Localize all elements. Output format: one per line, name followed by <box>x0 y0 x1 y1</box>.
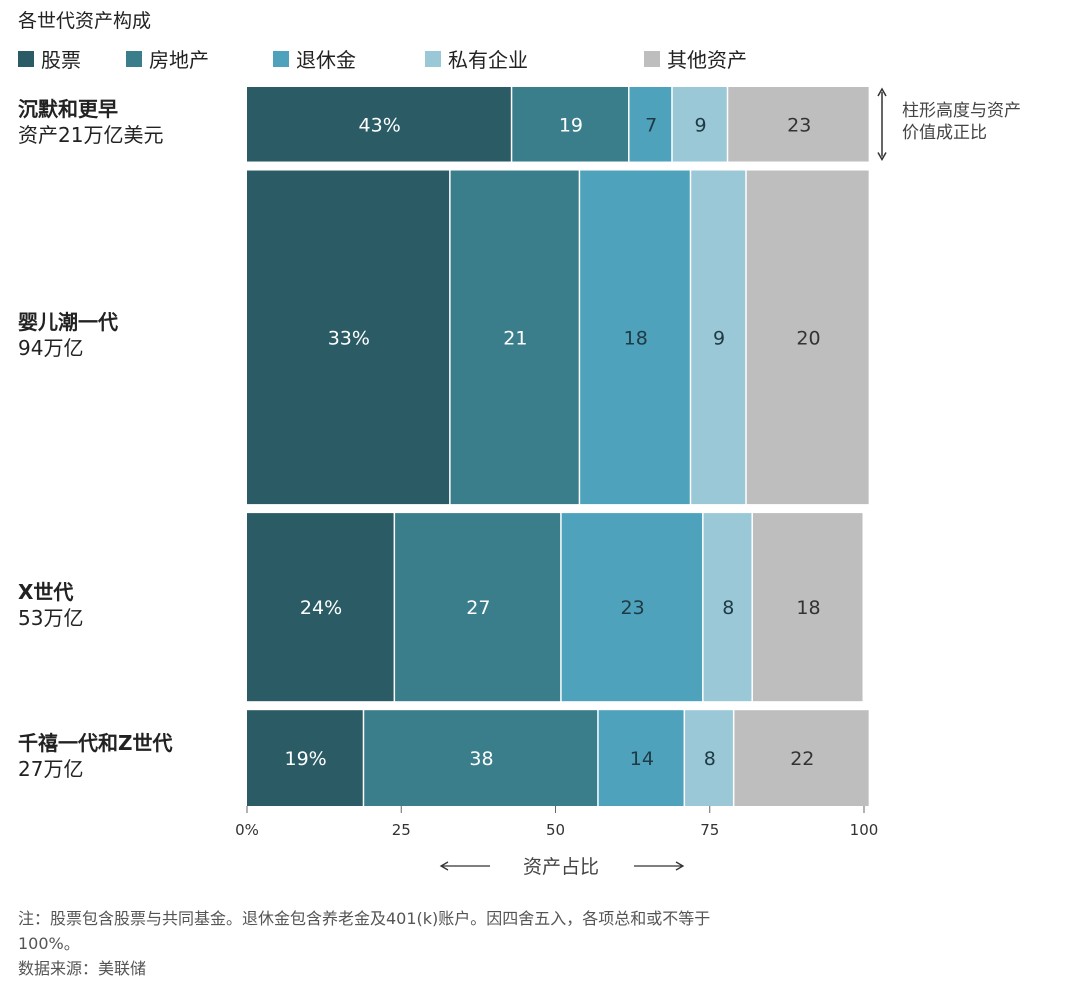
legend-swatch <box>18 50 34 67</box>
bar-segment <box>364 710 598 806</box>
legend-label: 退休金 <box>296 48 356 72</box>
bar-segment <box>672 87 727 162</box>
bar-segment <box>247 513 394 702</box>
generation-name: X世代 <box>18 580 74 605</box>
legend-swatch <box>273 50 289 67</box>
legend-item: 其他资产 <box>644 44 747 73</box>
data-label: 8 <box>704 748 716 770</box>
bar-segment <box>734 710 869 806</box>
row-label: 沉默和更早 资产21万亿美元 <box>18 96 163 148</box>
generation-name: 沉默和更早 <box>18 97 118 122</box>
bar-segment <box>247 170 450 505</box>
row-label: 婴儿潮一代 94万亿 <box>18 309 118 361</box>
generation-name: 千禧一代和Z世代 <box>18 731 173 756</box>
footnotes: 注：股票包含股票与共同基金。退休金包含养老金及401(k)账户。因四舍五入，各项… <box>18 906 1058 981</box>
x-axis-label: 资产占比 <box>523 856 599 878</box>
data-label: 20 <box>796 327 820 349</box>
legend-label: 其他资产 <box>667 48 747 72</box>
height-arrow-head-bottom <box>877 152 887 162</box>
bar-segment <box>746 170 869 505</box>
legend-swatch <box>126 50 142 67</box>
data-label: 18 <box>624 327 648 349</box>
data-label: 22 <box>790 748 814 770</box>
bar-segment <box>752 513 863 702</box>
data-label: 21 <box>503 327 527 349</box>
bar-segment <box>728 87 869 162</box>
data-label: 23 <box>787 114 811 136</box>
x-tick-label: 0% <box>235 821 259 839</box>
bar-segment <box>247 87 511 162</box>
note-line-2: 100%。 <box>18 934 80 953</box>
legend-label: 房地产 <box>149 48 209 72</box>
source-line: 数据来源：美联储 <box>18 959 147 978</box>
data-label: 7 <box>645 114 657 136</box>
row-label: X世代 53万亿 <box>18 579 83 631</box>
legend-item: 退休金 <box>273 44 356 73</box>
data-label: 38 <box>469 748 493 770</box>
data-label: 23 <box>621 597 645 619</box>
generation-assets: 94万亿 <box>18 336 84 361</box>
bar-segment <box>691 170 746 505</box>
legend-label: 私有企业 <box>448 48 528 72</box>
note-line-1: 注：股票包含股票与共同基金。退休金包含养老金及401(k)账户。因四舍五入，各项… <box>18 909 711 928</box>
legend-item: 私有企业 <box>425 44 528 73</box>
height-annotation-line2: 价值成正比 <box>902 123 987 143</box>
legend-item: 房地产 <box>126 44 209 73</box>
x-tick-label: 100 <box>850 821 879 839</box>
data-label: 14 <box>630 748 654 770</box>
bar-segment <box>685 710 733 806</box>
generation-assets: 资产21万亿美元 <box>18 123 164 148</box>
row-label: 千禧一代和Z世代 27万亿 <box>18 730 173 782</box>
data-label: 19 <box>559 114 583 136</box>
x-tick-label: 50 <box>546 821 565 839</box>
axis-arrow-left-head <box>439 861 449 871</box>
bar-segment <box>629 87 672 162</box>
data-label: 33% <box>328 327 370 349</box>
bar-segment <box>580 170 690 505</box>
bar-segment <box>450 170 579 505</box>
legend-item: 股票 <box>18 44 81 73</box>
bar-segment <box>247 710 363 806</box>
legend-swatch <box>644 50 660 67</box>
generation-assets: 27万亿 <box>18 757 84 782</box>
data-label: 43% <box>359 114 401 136</box>
data-label: 9 <box>713 327 725 349</box>
data-label: 24% <box>300 597 342 619</box>
generation-name: 婴儿潮一代 <box>18 310 118 335</box>
chart-title: 各世代资产构成 <box>18 10 152 32</box>
bar-segment <box>512 87 629 162</box>
legend-swatch <box>425 50 441 67</box>
x-tick-label: 75 <box>700 821 719 839</box>
data-label: 27 <box>466 597 490 619</box>
data-label: 19% <box>284 748 326 770</box>
legend-label: 股票 <box>41 48 81 72</box>
legend: 股票 房地产 退休金 私有企业 其他资产 <box>0 44 1080 73</box>
data-label: 8 <box>722 597 734 619</box>
height-arrow-head-top <box>877 87 887 97</box>
data-label: 9 <box>694 114 706 136</box>
x-tick-label: 25 <box>392 821 411 839</box>
height-annotation-line1: 柱形高度与资产 <box>902 101 1021 121</box>
bar-segment <box>598 710 684 806</box>
bar-segment <box>703 513 752 702</box>
data-label: 18 <box>796 597 820 619</box>
bar-segment <box>395 513 561 702</box>
bar-segment <box>561 513 703 702</box>
axis-arrow-right-head <box>675 861 685 871</box>
height-annotation: 柱形高度与资产 价值成正比 <box>902 100 1021 144</box>
generation-assets: 53万亿 <box>18 606 84 631</box>
